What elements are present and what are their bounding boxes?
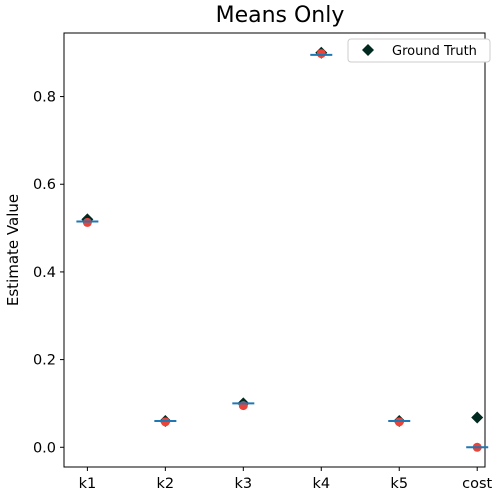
y-tick-label: 0.0	[33, 440, 56, 456]
x-tick-label: k2	[157, 476, 175, 492]
y-tick-label: 0.6	[33, 177, 56, 193]
legend-box	[347, 38, 491, 63]
legend-label: Ground Truth	[392, 44, 477, 59]
plot-frame	[63, 32, 486, 468]
estimate-point	[316, 49, 326, 59]
x-tick-label: k5	[390, 476, 408, 492]
y-tick-label: 0.2	[33, 353, 56, 369]
y-axis-label: Estimate Value	[4, 194, 22, 306]
legend-marker	[362, 44, 374, 56]
chart-title: Means Only	[216, 3, 345, 28]
ground-truth-point	[471, 411, 484, 424]
plot-area: 0.0 0.2 0.4 0.6 0.8 k1 k2 k3 k4 k5 cost Ground Trut…	[33, 32, 493, 492]
y-tick-label: 0.8	[33, 90, 56, 106]
x-tick-label: k1	[79, 476, 97, 492]
legend: Ground Truth	[347, 38, 491, 63]
x-tick-label: k3	[235, 476, 253, 492]
x-tick-label: cost	[462, 476, 492, 492]
y-tick-label: 0.4	[33, 265, 56, 281]
x-tick-label: k4	[312, 476, 330, 492]
